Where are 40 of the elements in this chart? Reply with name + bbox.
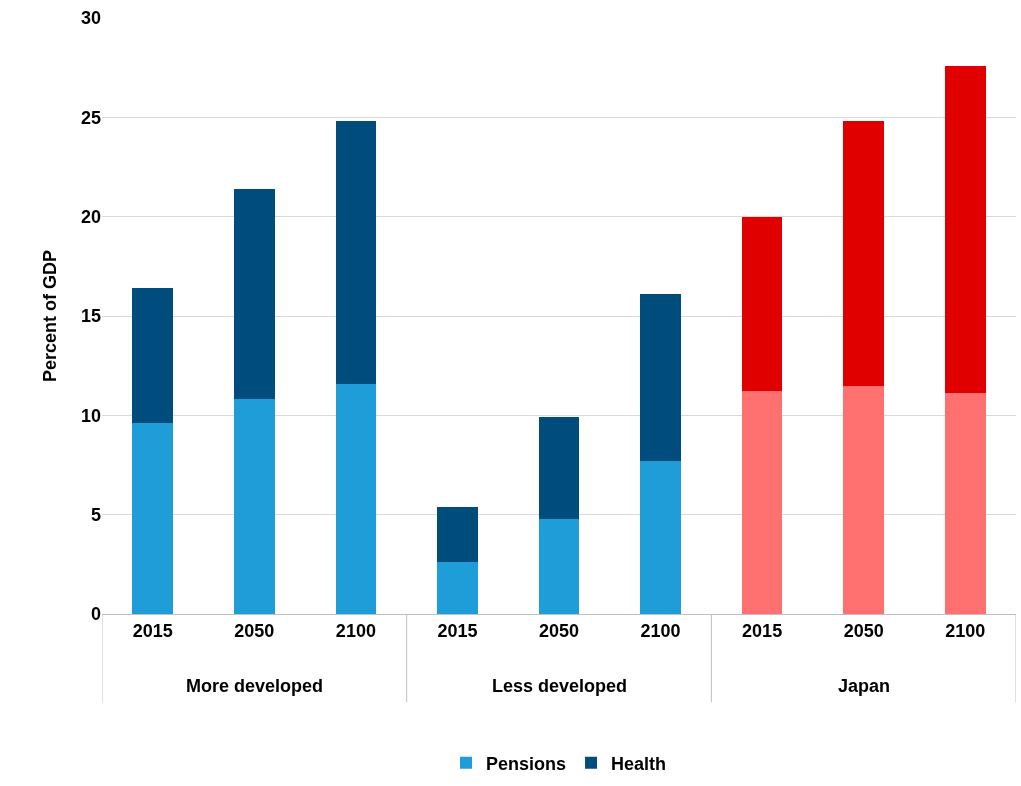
- x-tick-label: 2050: [538, 620, 580, 641]
- x-tick-label: 2050: [843, 620, 884, 641]
- bar: [640, 461, 681, 614]
- bar: [944, 393, 986, 614]
- bar: [944, 65, 986, 394]
- y-tick-label: 5: [90, 504, 101, 525]
- text: Less developed: [492, 676, 628, 696]
- y-tick-label: 15: [80, 306, 101, 327]
- legend-label: Pensions: [486, 753, 567, 774]
- bar: [335, 383, 377, 614]
- y-tick-label: 20: [80, 206, 101, 227]
- bar: [234, 399, 275, 614]
- x-tick-label: 2015: [437, 620, 478, 641]
- bar: [640, 294, 681, 462]
- bar: [132, 288, 174, 424]
- bar: [843, 121, 884, 386]
- bar: [538, 417, 580, 519]
- bar: [741, 216, 783, 392]
- y-tick-label: 30: [80, 8, 101, 29]
- bar: [234, 188, 275, 400]
- x-tick-label: 2015: [132, 620, 173, 641]
- x-tick-label: 2100: [335, 620, 376, 641]
- bar: [132, 423, 174, 614]
- y-tick-label: 10: [80, 405, 101, 426]
- x-tick-label: 2100: [640, 620, 681, 641]
- bar: [741, 391, 783, 614]
- x-tick-label: 2015: [742, 620, 783, 641]
- y-tick-label: 25: [80, 107, 101, 128]
- bar: [538, 518, 580, 614]
- bar: [335, 121, 377, 384]
- x-tick-label: 2050: [234, 620, 275, 641]
- y-axis-title: Percent of GDP: [40, 249, 60, 383]
- bar: [437, 506, 478, 563]
- y-tick-label: 0: [90, 604, 101, 625]
- text: Japan: [838, 676, 891, 696]
- x-tick-label: 2100: [945, 620, 986, 641]
- text: More developed: [186, 676, 324, 696]
- legend-label: Health: [611, 753, 667, 774]
- bar: [843, 385, 884, 614]
- bar: [437, 562, 478, 614]
